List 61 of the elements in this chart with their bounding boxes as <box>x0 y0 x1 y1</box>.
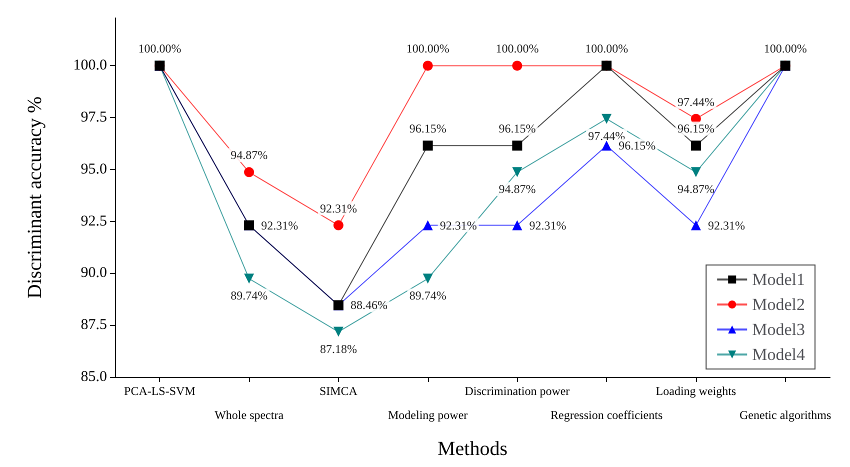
point <box>602 114 612 124</box>
x-tick-label: Genetic algorithms <box>739 408 832 422</box>
legend-label: Model1 <box>752 270 806 289</box>
point <box>244 274 254 284</box>
x-axis-title: Methods <box>438 438 508 460</box>
data-label: 94.87% <box>498 182 536 196</box>
data-label: 92.31% <box>261 218 298 232</box>
y-axis-title: Discriminant accuracy % <box>24 96 46 299</box>
data-label: 97.44% <box>588 128 626 143</box>
data-label: 94.87% <box>230 148 268 162</box>
data-label: 100.00% <box>585 42 628 56</box>
data-label: 92.31% <box>440 218 477 232</box>
data-label: 96.15% <box>409 122 446 136</box>
data-label: 89.74% <box>230 288 268 303</box>
x-tick-label: PCA-LS-SVM <box>124 384 196 398</box>
data-label: 100.00% <box>496 42 539 56</box>
y-tick-label: 92.5 <box>80 213 107 230</box>
data-label: 96.15% <box>618 138 656 153</box>
legend-label: Model3 <box>752 320 806 339</box>
y-tick-label: 87.5 <box>80 317 107 334</box>
point <box>333 326 344 337</box>
data-label: 89.74% <box>409 288 446 303</box>
y-tick-label: 85.0 <box>80 369 107 385</box>
data-label: 92.31% <box>708 218 745 232</box>
x-tick-label: SIMCA <box>319 384 358 398</box>
point <box>690 140 701 151</box>
point <box>512 220 522 230</box>
y-tick-label: 95.0 <box>80 161 107 178</box>
data-label: 88.46% <box>350 298 388 312</box>
point <box>690 167 701 178</box>
y-tick-label: 90.0 <box>80 265 107 282</box>
point <box>512 167 522 178</box>
data-label: 92.31% <box>320 201 357 216</box>
x-tick-label: Regression coefficients <box>550 408 663 422</box>
x-tick-label: Modeling power <box>388 408 468 422</box>
legend-label: Model4 <box>752 345 806 364</box>
point <box>512 60 522 71</box>
point <box>333 220 344 230</box>
x-tick-label: Whole spectra <box>214 408 284 422</box>
point <box>602 140 612 151</box>
data-label: 97.44% <box>677 94 714 109</box>
point <box>422 60 433 71</box>
x-tick-label: Loading weights <box>656 384 736 398</box>
x-tick-label: Discrimination power <box>464 384 570 398</box>
data-label: 94.87% <box>677 182 714 196</box>
data-label: 96.15% <box>677 122 714 136</box>
point <box>244 167 254 178</box>
point <box>690 220 701 230</box>
data-label: 92.31% <box>529 218 566 232</box>
y-tick-label: 97.5 <box>80 110 107 126</box>
data-label: 96.15% <box>498 122 536 136</box>
point <box>422 274 433 284</box>
data-label: 100.00% <box>764 42 807 56</box>
point <box>422 220 433 230</box>
data-label: 100.00% <box>138 42 182 56</box>
point <box>512 140 522 151</box>
data-label: 87.18% <box>320 342 357 356</box>
y-tick-label: 100.0 <box>73 58 107 74</box>
point <box>422 140 433 151</box>
data-label: 100.00% <box>406 42 450 56</box>
legend-label: Model2 <box>752 295 806 314</box>
